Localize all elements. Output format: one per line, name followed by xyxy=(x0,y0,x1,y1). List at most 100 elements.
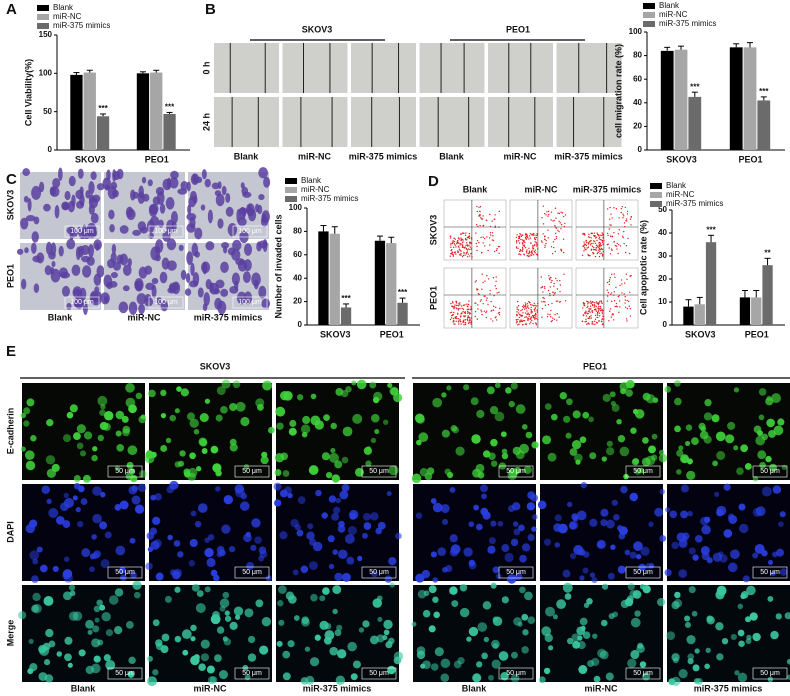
nucleus xyxy=(629,492,639,502)
event-dot xyxy=(522,319,525,322)
stained-cell xyxy=(141,176,147,184)
event-dot xyxy=(457,239,459,242)
nucleus xyxy=(734,670,740,676)
event-dot xyxy=(556,288,559,290)
nucleus xyxy=(160,645,169,654)
event-dot xyxy=(465,244,467,246)
legend-swatch xyxy=(643,12,655,18)
nucleus xyxy=(607,572,615,580)
event-dot xyxy=(525,307,527,310)
event-dot xyxy=(559,284,562,286)
event-dot xyxy=(461,312,463,314)
nucleus xyxy=(169,480,179,490)
scale-bar-label: 50 μm xyxy=(369,569,389,576)
event-dot xyxy=(463,247,465,249)
event-dot xyxy=(463,319,465,321)
nucleus xyxy=(687,658,694,665)
event-dot xyxy=(460,237,462,239)
stained-cell xyxy=(177,188,188,195)
event-dot xyxy=(541,241,543,243)
nucleus xyxy=(468,559,476,567)
event-dot xyxy=(516,306,518,308)
bar xyxy=(340,307,352,325)
nucleus xyxy=(571,440,582,450)
nucleus xyxy=(634,610,641,617)
nucleus xyxy=(704,398,712,407)
event-dot xyxy=(494,214,496,216)
event-dot xyxy=(610,213,612,215)
event-dot xyxy=(480,217,482,219)
event-dot xyxy=(599,246,601,248)
nucleus xyxy=(512,446,521,455)
event-dot xyxy=(601,252,603,254)
event-dot xyxy=(494,250,496,253)
event-dot xyxy=(476,245,478,248)
nucleus xyxy=(416,439,422,446)
event-dot xyxy=(535,315,537,317)
event-dot xyxy=(583,304,585,306)
event-dot xyxy=(557,212,559,214)
event-dot xyxy=(594,255,597,258)
nucleus xyxy=(579,617,588,626)
stained-cell xyxy=(231,272,240,286)
micrograph xyxy=(556,43,622,93)
event-dot xyxy=(542,233,544,235)
event-dot xyxy=(520,238,522,241)
event-dot xyxy=(594,323,596,326)
nucleus xyxy=(691,437,699,446)
nucleus xyxy=(18,611,27,620)
event-dot xyxy=(528,247,530,250)
nucleus xyxy=(276,640,283,647)
nucleus xyxy=(498,651,509,661)
event-dot xyxy=(528,235,531,237)
nucleus xyxy=(601,583,609,590)
nucleus xyxy=(321,452,330,461)
event-dot xyxy=(450,302,452,305)
event-dot xyxy=(600,300,603,302)
event-dot xyxy=(585,244,588,247)
event-dot xyxy=(596,252,599,255)
event-dot xyxy=(546,316,549,318)
event-dot xyxy=(601,255,604,257)
event-dot xyxy=(521,239,524,241)
event-dot xyxy=(603,318,605,320)
event-dot xyxy=(592,242,594,244)
event-dot xyxy=(522,307,525,309)
event-dot xyxy=(454,238,456,240)
nucleus xyxy=(91,638,101,648)
event-dot xyxy=(581,320,583,322)
event-dot xyxy=(594,318,597,321)
event-dot xyxy=(588,233,590,236)
event-dot xyxy=(552,220,554,222)
nucleus xyxy=(432,596,439,603)
nucleus xyxy=(323,414,330,421)
event-dot xyxy=(587,243,590,245)
event-dot xyxy=(454,317,457,319)
event-dot xyxy=(586,247,588,249)
event-dot xyxy=(487,249,489,252)
event-dot xyxy=(616,306,618,308)
stained-cell xyxy=(132,191,139,199)
nucleus xyxy=(150,451,157,458)
y-tick-label: 0 xyxy=(48,145,53,154)
nucleus xyxy=(190,636,196,642)
event-dot xyxy=(620,207,623,210)
nucleus xyxy=(556,599,566,610)
nucleus xyxy=(515,404,526,414)
event-dot xyxy=(534,249,537,251)
nucleus xyxy=(694,648,700,654)
error-bar xyxy=(320,225,327,232)
stained-cell xyxy=(137,191,145,204)
event-dot xyxy=(602,248,604,251)
column-label: Blank xyxy=(463,184,489,194)
event-dot xyxy=(521,243,524,245)
stained-cell xyxy=(242,271,251,283)
column-label: miR-375 mimics xyxy=(694,683,763,693)
nucleus xyxy=(449,586,458,595)
nucleus xyxy=(278,619,285,626)
event-dot xyxy=(629,308,631,310)
y-tick-label: 100 xyxy=(629,27,643,36)
event-dot xyxy=(464,319,467,321)
nucleus xyxy=(543,667,551,675)
event-dot xyxy=(476,318,479,320)
